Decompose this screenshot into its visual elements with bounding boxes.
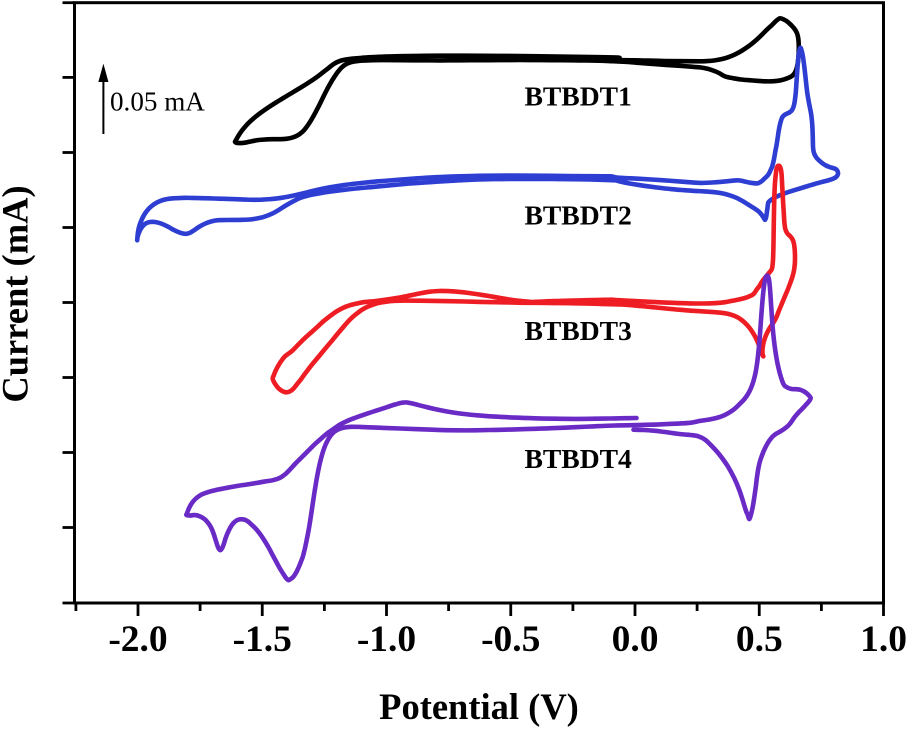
svg-text:1.0: 1.0 [860,619,907,660]
svg-text:Current (mA): Current (mA) [0,185,36,402]
svg-text:-1.5: -1.5 [233,619,292,660]
svg-text:0.05 mA: 0.05 mA [110,87,205,117]
svg-text:Potential (V): Potential (V) [379,686,579,727]
svg-text:-2.0: -2.0 [108,619,167,660]
svg-text:0.0: 0.0 [612,619,659,660]
svg-text:-0.5: -0.5 [481,619,540,660]
svg-text:-1.0: -1.0 [357,619,416,660]
svg-text:BTBDT1: BTBDT1 [525,81,632,112]
svg-text:BTBDT2: BTBDT2 [525,200,632,231]
svg-text:BTBDT4: BTBDT4 [525,443,633,474]
svg-text:BTBDT3: BTBDT3 [525,315,632,346]
svg-text:0.5: 0.5 [736,619,783,660]
